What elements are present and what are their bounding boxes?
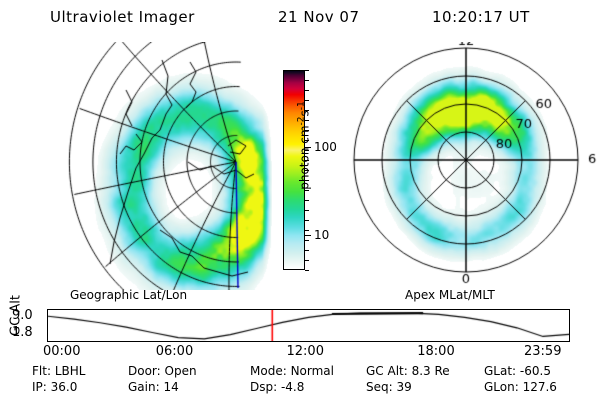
geographic-image-panel[interactable] (40, 42, 272, 290)
status-field-mode: Mode: Normal (250, 364, 334, 378)
colorbar-unit-exp2: -1 (296, 101, 307, 111)
status-field-dsp: Dsp: -4.8 (250, 380, 304, 394)
colorbar-unit-mid: s (297, 110, 312, 117)
colorbar-minor-tick (305, 260, 309, 261)
observation-date: 21 Nov 07 (278, 8, 360, 26)
colorbar-minor-tick (305, 90, 309, 91)
status-value: Normal (290, 364, 334, 378)
status-value: LBHL (54, 364, 86, 378)
geographic-caption: Geographic Lat/Lon (70, 288, 188, 302)
status-field-gc-alt: GC Alt: 8.3 Re (366, 364, 450, 378)
status-label: GLat: (484, 364, 520, 378)
gc-alt-xtick-label: 12:00 (286, 344, 324, 359)
status-field-flt: Flt: LBHL (32, 364, 85, 378)
status-label: GC Alt: (366, 364, 412, 378)
status-label: Dsp: (250, 380, 281, 394)
status-label: Door: (128, 364, 165, 378)
status-field-glat: GLat: -60.5 (484, 364, 551, 378)
gc-alt-xtick-label: 23:59 (524, 344, 562, 359)
colorbar-minor-tick (305, 170, 309, 171)
status-label: Seq: (366, 380, 397, 394)
status-value: 39 (396, 380, 412, 394)
status-field-glon: GLon: 127.6 (484, 380, 557, 394)
status-label: GLon: (484, 380, 523, 394)
status-field-seq: Seq: 39 (366, 380, 412, 394)
status-field-door: Door: Open (128, 364, 197, 378)
colorbar-minor-tick (305, 120, 309, 121)
status-value: -60.5 (519, 364, 551, 378)
gc-alt-xtick-label: 06:00 (155, 344, 194, 359)
colorbar-tick-mark (305, 235, 311, 236)
colorbar-minor-tick (305, 200, 309, 201)
gc-alt-ytick-high: 9.0 (12, 308, 33, 323)
status-value: Open (164, 364, 197, 378)
apex-dial-panel[interactable] (348, 42, 598, 290)
status-label: Flt: (32, 364, 55, 378)
colorbar-minor-tick (305, 150, 309, 151)
colorbar-tick-label: 10 (314, 228, 330, 242)
status-footer: Flt: LBHL Door: Open Mode: Normal GC Alt: 8… (0, 364, 600, 398)
gc-alt-ytick-low: 1.8 (12, 325, 33, 340)
colorbar-minor-tick (305, 110, 309, 111)
colorbar-minor-tick (305, 220, 309, 221)
colorbar-axis-label: photon cm-2s-1 (297, 71, 312, 221)
colorbar-minor-tick (305, 100, 309, 101)
status-value: -4.8 (280, 380, 305, 394)
gc-alt-frame[interactable] (47, 309, 570, 342)
colorbar-minor-tick (305, 230, 309, 231)
colorbar-group: photon cm-2s-1 100 10 (265, 66, 353, 278)
colorbar-minor-tick (305, 270, 309, 271)
gc-altitude-plot[interactable]: GC Alt 9.0 1.8 00:00 06:00 12:00 18:00 23:59 (0, 295, 600, 359)
colorbar-gradient (284, 71, 304, 269)
colorbar-minor-tick (305, 160, 309, 161)
colorbar-minor-tick (305, 210, 309, 211)
status-value: 14 (163, 380, 179, 394)
status-field-gain: Gain: 14 (128, 380, 179, 394)
colorbar-minor-tick (305, 180, 309, 181)
colorbar-scale (283, 70, 305, 270)
status-label: IP: (32, 380, 51, 394)
apex-caption: Apex MLat/MLT (405, 288, 495, 302)
status-label: Gain: (128, 380, 164, 394)
colorbar-tick-label: 100 (314, 140, 337, 154)
gc-alt-xtick-label: 18:00 (417, 344, 455, 359)
colorbar-minor-tick (305, 250, 309, 251)
apex-aurora-canvas[interactable] (348, 42, 598, 290)
status-label: Mode: (250, 364, 291, 378)
colorbar-minor-tick (305, 190, 309, 191)
colorbar-minor-tick (305, 130, 309, 131)
colorbar-minor-tick (305, 70, 309, 71)
gc-alt-trace-canvas (48, 310, 569, 341)
status-field-ip: IP: 36.0 (32, 380, 77, 394)
colorbar-minor-tick (305, 240, 309, 241)
status-value: 127.6 (522, 380, 557, 394)
header-bar: Ultraviolet Imager 21 Nov 07 10:20:17 UT (0, 8, 600, 32)
colorbar-minor-tick (305, 140, 309, 141)
colorbar-tick-mark (305, 147, 311, 148)
status-value: 8.3 Re (411, 364, 450, 378)
status-value: 36.0 (50, 380, 78, 394)
gc-alt-xtick-label: 00:00 (43, 344, 81, 359)
geographic-aurora-canvas[interactable] (40, 42, 272, 290)
observation-time: 10:20:17 UT (432, 8, 530, 26)
colorbar-minor-tick (305, 80, 309, 81)
instrument-title: Ultraviolet Imager (50, 8, 195, 26)
